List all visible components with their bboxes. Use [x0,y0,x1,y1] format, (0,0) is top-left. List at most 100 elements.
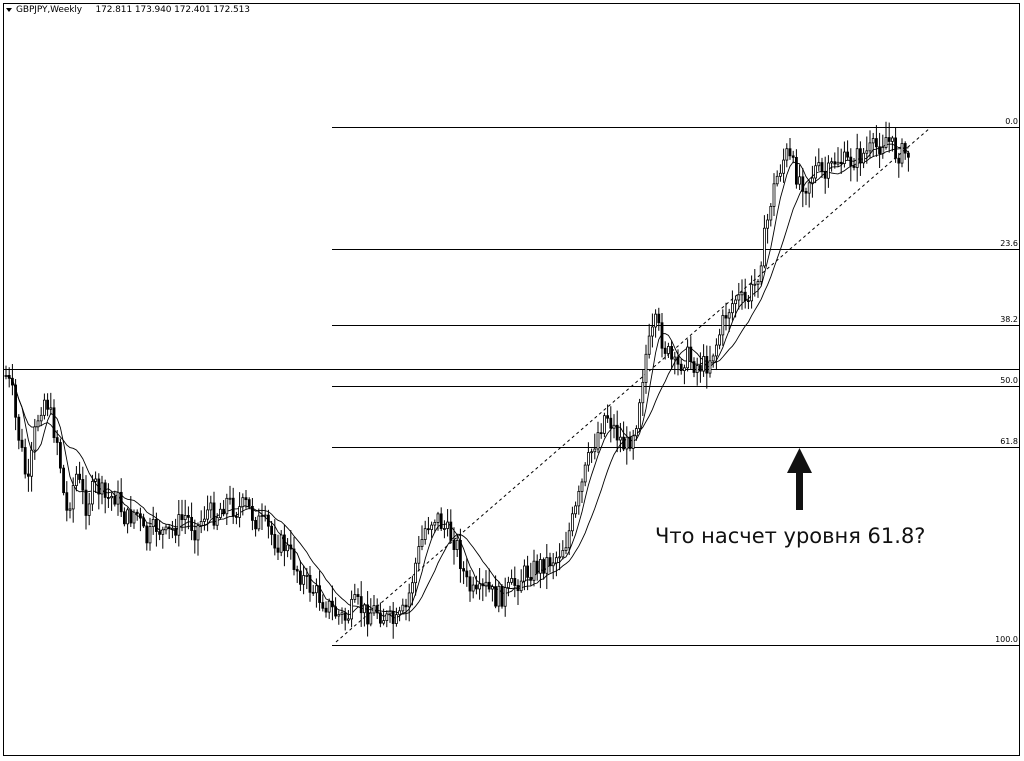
candle-body [129,509,133,524]
candle-body [436,513,440,523]
candle-body [314,585,318,594]
candle-body [337,614,341,617]
candle-body [250,505,254,521]
candle-body [849,156,853,167]
candle-body [468,576,472,592]
candle-body [561,550,565,558]
candle-body [686,346,689,369]
candle-body [545,557,549,574]
candle-body [590,451,593,454]
candle-body [407,592,411,608]
candle-body [743,291,747,301]
candle-body [638,402,641,429]
candle-body [222,508,226,515]
candle-body [84,489,88,516]
candle-body [190,516,194,531]
candle-body [654,313,657,328]
candle-body [439,513,443,529]
candle-body [209,502,213,511]
candle-body [59,442,62,469]
candle-body [782,159,785,174]
dashed-trend-line [335,127,931,643]
candle-body [574,505,577,515]
candle-body [154,518,158,532]
candle-body [113,495,117,505]
candle-body [23,447,27,475]
candle-body [414,562,418,584]
candle-body [894,137,897,159]
candle-body [532,560,536,581]
candle-body [827,162,830,179]
candle-body [529,576,533,581]
candle-body [673,356,677,360]
candle-body [410,582,414,594]
candle-body [455,540,459,550]
candle-body [116,491,120,505]
candle-body [692,361,696,373]
candle-body [609,417,613,429]
candle-body [231,497,235,517]
candle-body [151,518,155,527]
candle-body [206,509,210,520]
candle-body [558,556,561,559]
candle-body [26,473,30,477]
candle-body [68,508,72,511]
candle-body [212,502,216,526]
candle-body [279,534,283,553]
candle-body [186,515,190,518]
candle-body [366,604,370,625]
candle-body [123,511,126,525]
candle-body [779,172,782,177]
candle-body [183,515,187,521]
candle-body [234,515,238,518]
candle-body [119,491,123,513]
candle-body [606,415,609,419]
chevron-down-icon[interactable] [6,8,12,12]
candle-body [417,546,421,564]
candle-body [474,584,478,590]
candle-body [91,481,94,505]
candle-body [75,473,78,486]
candle-body [110,495,113,499]
chart-frame [3,3,1020,756]
candle-body [887,137,891,142]
candle-body [100,482,104,495]
candle-body [731,303,734,314]
candle-body [36,420,40,428]
candle-body [535,560,539,574]
candle-body [404,604,408,608]
candle-body [747,300,750,302]
candle-body [807,182,811,194]
candle-body [811,177,814,184]
candle-body [65,492,69,511]
symbol-timeframe: GBPJPY,Weekly [16,5,83,15]
candle-body [583,464,587,483]
candle-body [791,155,795,158]
candle-body [817,162,821,167]
candle-body [513,578,517,586]
candle-body [43,399,46,416]
candle-body [798,176,801,185]
candle-body [878,146,881,154]
candle-body [724,315,728,319]
candle-body [359,596,363,614]
candle-body [625,436,629,450]
candle-body [708,360,712,374]
fib-level-label: 50.0 [1000,375,1018,385]
candle-body [721,315,725,336]
candle-body [289,544,293,550]
candle-body [619,436,622,441]
fib-level-label: 38.2 [1000,314,1018,324]
candle-body [33,426,37,451]
candle-body [603,415,606,434]
candle-body [218,508,222,518]
candle-body [660,322,664,349]
candle-body [196,525,200,541]
candle-body [449,521,453,541]
candle-body [161,529,165,535]
candle-body [820,162,824,172]
candle-body [78,473,81,480]
candle-body [7,375,11,379]
candle-body [750,283,753,302]
candle-body [356,594,360,597]
